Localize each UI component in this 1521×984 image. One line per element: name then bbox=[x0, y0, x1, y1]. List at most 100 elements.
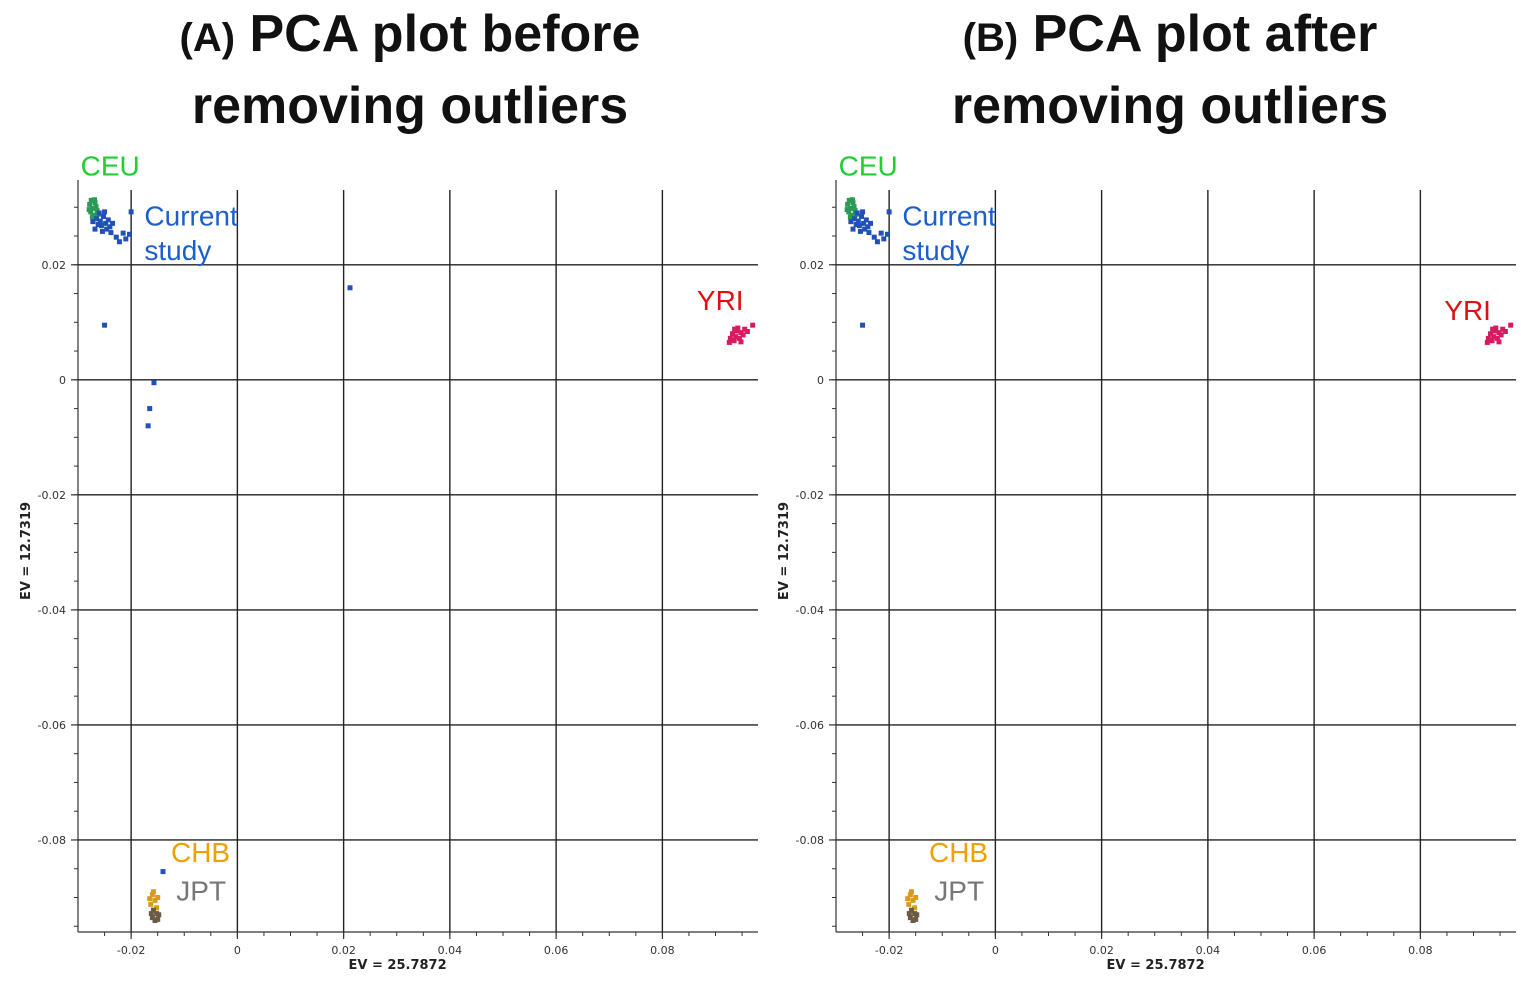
panel-a-point-chb bbox=[149, 892, 155, 898]
panel-a-point-current-study bbox=[97, 218, 103, 224]
panel-a-point-current-study bbox=[116, 239, 122, 245]
panel-a-point-current-study bbox=[102, 322, 108, 328]
panel-a-point-current-study bbox=[94, 216, 100, 222]
panel-b-point-current-study bbox=[878, 230, 884, 236]
panel-b-point-ceu bbox=[847, 214, 853, 220]
panel-a-point-yri bbox=[732, 326, 738, 332]
panel-b-point-yri bbox=[1498, 332, 1504, 338]
panel-a-point-yri bbox=[733, 334, 739, 340]
panel-a-point-ceu bbox=[88, 197, 94, 203]
panel-a-x-axis-label: EV = 25.7872 bbox=[349, 958, 447, 973]
panel-b-point-jpt bbox=[914, 912, 920, 918]
panel-a-label-chb: CHB bbox=[171, 837, 230, 868]
panel-b-point-current-study bbox=[848, 219, 854, 225]
panel-b-point-current-study bbox=[854, 210, 860, 216]
panel-a-x-tick-label: 0.02 bbox=[331, 944, 356, 957]
panel-a-point-current-study bbox=[145, 423, 151, 429]
panel-a-title: (A) PCA plot before removing outliers bbox=[60, 0, 760, 140]
panel-a-point-current-study bbox=[102, 209, 108, 215]
panel-b-label-yri: YRI bbox=[1444, 295, 1491, 326]
panel-b-point-yri bbox=[1493, 325, 1499, 331]
panel-b-tag: (B) bbox=[962, 16, 1019, 60]
panel-a-point-jpt bbox=[156, 912, 162, 918]
panel-b-point-current-study bbox=[850, 226, 856, 232]
panel-b-point-yri bbox=[1488, 331, 1493, 337]
panel-b-point-yri bbox=[1484, 339, 1490, 345]
panel-b-point-ceu bbox=[846, 197, 852, 203]
panel-a-title-line1: PCA plot before bbox=[249, 5, 641, 63]
panel-a-point-ceu bbox=[91, 197, 97, 203]
panel-b-y-axis-label: EV = 12.7319 bbox=[777, 502, 792, 600]
panel-a-point-current-study bbox=[127, 231, 133, 237]
panel-b-label-current: Current bbox=[902, 201, 996, 232]
panel-b-point-yri bbox=[1491, 334, 1497, 340]
panel-a-x-tick-label: 0.08 bbox=[650, 944, 675, 957]
panel-a-y-tick-label: -0.08 bbox=[38, 834, 66, 847]
panel-a-point-chb bbox=[154, 905, 160, 911]
panel-b-point-current-study bbox=[857, 228, 863, 234]
panel-b-point-current-study bbox=[852, 216, 858, 222]
panel-a-point-current-study bbox=[347, 285, 353, 291]
panel-a-point-ceu bbox=[92, 200, 98, 206]
panel-b-point-ceu bbox=[849, 197, 855, 203]
panel-b-label-chb: CHB bbox=[929, 837, 988, 868]
panel-b-point-current-study bbox=[881, 236, 887, 242]
panel-a-point-ceu bbox=[89, 214, 95, 220]
panel-b-point-ceu bbox=[845, 201, 851, 207]
panel-b-point-yri bbox=[1500, 326, 1506, 332]
panel-a-y-axis-label: EV = 12.7319 bbox=[19, 502, 34, 600]
panel-a-point-yri bbox=[731, 338, 737, 344]
panel-b-point-jpt bbox=[913, 916, 919, 922]
panel-b-x-tick-label: 0.06 bbox=[1302, 944, 1327, 957]
panel-a-x-tick-label: 0.04 bbox=[438, 944, 463, 957]
panel-a-point-current-study bbox=[151, 380, 157, 386]
panel-a-label-jpt: JPT bbox=[176, 875, 226, 906]
panel-b-point-chb bbox=[907, 892, 913, 898]
panel-a-point-current-study bbox=[103, 220, 109, 226]
panel-a-label-ceu: CEU bbox=[81, 151, 140, 182]
panel-a-point-yri bbox=[727, 335, 733, 341]
panel-a-point-current-study bbox=[98, 223, 104, 229]
panel-b-point-current-study bbox=[886, 209, 892, 215]
panel-a-point-current-study bbox=[101, 213, 106, 219]
panel-b-point-current-study bbox=[863, 217, 869, 223]
panel-a-point-current-study bbox=[110, 220, 116, 226]
panel-a-title-line2: removing outliers bbox=[191, 77, 629, 135]
panel-b-point-yri bbox=[1502, 328, 1508, 334]
panel-b-point-current-study bbox=[871, 234, 877, 240]
panel-a-point-chb bbox=[147, 896, 153, 902]
panel-b-x-axis-label: EV = 25.7872 bbox=[1107, 958, 1205, 973]
panel-b-point-chb bbox=[910, 897, 916, 903]
panel-a-y-tick-label: -0.06 bbox=[38, 719, 66, 732]
panel-b-point-current-study bbox=[853, 222, 859, 228]
panel-b-point-yri bbox=[1508, 322, 1514, 328]
panel-a-point-chb bbox=[148, 901, 154, 907]
panel-a-point-current-study bbox=[105, 217, 111, 223]
panel-b-point-current-study bbox=[860, 209, 866, 215]
panel-b-x-tick-label: 0.02 bbox=[1089, 944, 1114, 957]
panel-a-point-current-study bbox=[107, 224, 113, 230]
panel-a-point-chb bbox=[155, 894, 161, 900]
panel-b-point-current-study bbox=[868, 220, 874, 226]
panel-a-point-jpt bbox=[150, 907, 156, 913]
panel-a-tag: (A) bbox=[179, 16, 236, 60]
panel-b-point-current-study bbox=[862, 226, 868, 232]
panel-a-y-tick-label: -0.04 bbox=[38, 604, 66, 617]
panel-b-point-ceu bbox=[844, 207, 850, 213]
panel-b-point-chb bbox=[908, 889, 914, 895]
panel-b-point-yri bbox=[1485, 335, 1491, 341]
panel-a-point-yri bbox=[750, 322, 756, 328]
panel-b-point-ceu bbox=[850, 200, 856, 206]
panel-b-point-chb bbox=[912, 905, 918, 911]
panel-b-point-chb bbox=[905, 896, 911, 902]
panel-b-point-current-study bbox=[860, 322, 866, 328]
panel-a-point-current-study bbox=[99, 228, 105, 234]
panel-b-point-current-study bbox=[866, 230, 872, 236]
panel-b-point-yri bbox=[1494, 335, 1500, 341]
panel-a-x-tick-label: -0.02 bbox=[117, 944, 145, 957]
panel-a-point-yri bbox=[742, 326, 748, 332]
panel-b-y-tick-label: -0.06 bbox=[796, 719, 824, 732]
panel-a-label-current: Current bbox=[144, 201, 238, 232]
panel-a-point-current-study bbox=[90, 219, 96, 225]
panel-b-point-current-study bbox=[859, 213, 864, 219]
